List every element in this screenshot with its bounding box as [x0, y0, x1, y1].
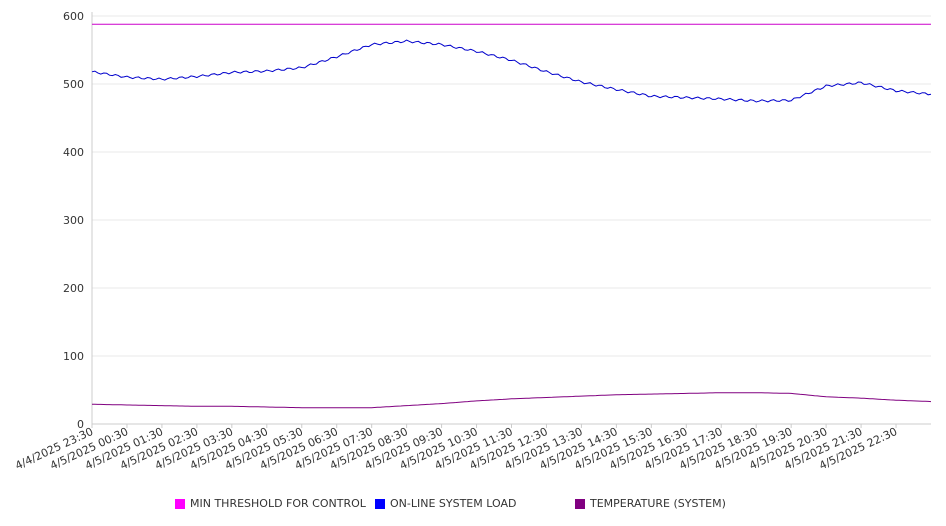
y-tick-label-500: 500 [63, 78, 84, 91]
axes [91, 12, 931, 425]
y-tick-label-200: 200 [63, 282, 84, 295]
y-axis-ticks: 0 100 200 300 400 500 600 [63, 10, 84, 431]
y-tick-label-400: 400 [63, 146, 84, 159]
y-tick-label-600: 600 [63, 10, 84, 23]
y-tick-label-0: 0 [77, 418, 84, 431]
y-tick-label-300: 300 [63, 214, 84, 227]
grid-lines [92, 15, 931, 357]
legend-swatch-system-load [375, 498, 385, 509]
series-line-2 [92, 392, 932, 409]
legend-swatch-min-threshold [175, 498, 185, 509]
legend-label-system-load: ON-LINE SYSTEM LOAD [390, 497, 517, 510]
legend-item-temperature[interactable]: TEMPERATURE (SYSTEM) [575, 497, 726, 510]
legend-swatch-temperature [575, 498, 585, 509]
series-lines [91, 23, 932, 409]
y-tick-label-100: 100 [63, 350, 84, 363]
legend-label-temperature: TEMPERATURE (SYSTEM) [590, 497, 726, 510]
x-axis-ticks: 4/4/2025 23:304/5/2025 00:304/5/2025 01:… [13, 424, 899, 472]
legend-item-min-threshold[interactable]: MIN THRESHOLD FOR CONTROL [175, 497, 366, 510]
series-line-1 [91, 39, 932, 103]
legend-label-min-threshold: MIN THRESHOLD FOR CONTROL [190, 497, 366, 510]
legend-item-system-load[interactable]: ON-LINE SYSTEM LOAD [375, 497, 516, 510]
legend: MIN THRESHOLD FOR CONTROL ON-LINE SYSTEM… [0, 497, 946, 515]
